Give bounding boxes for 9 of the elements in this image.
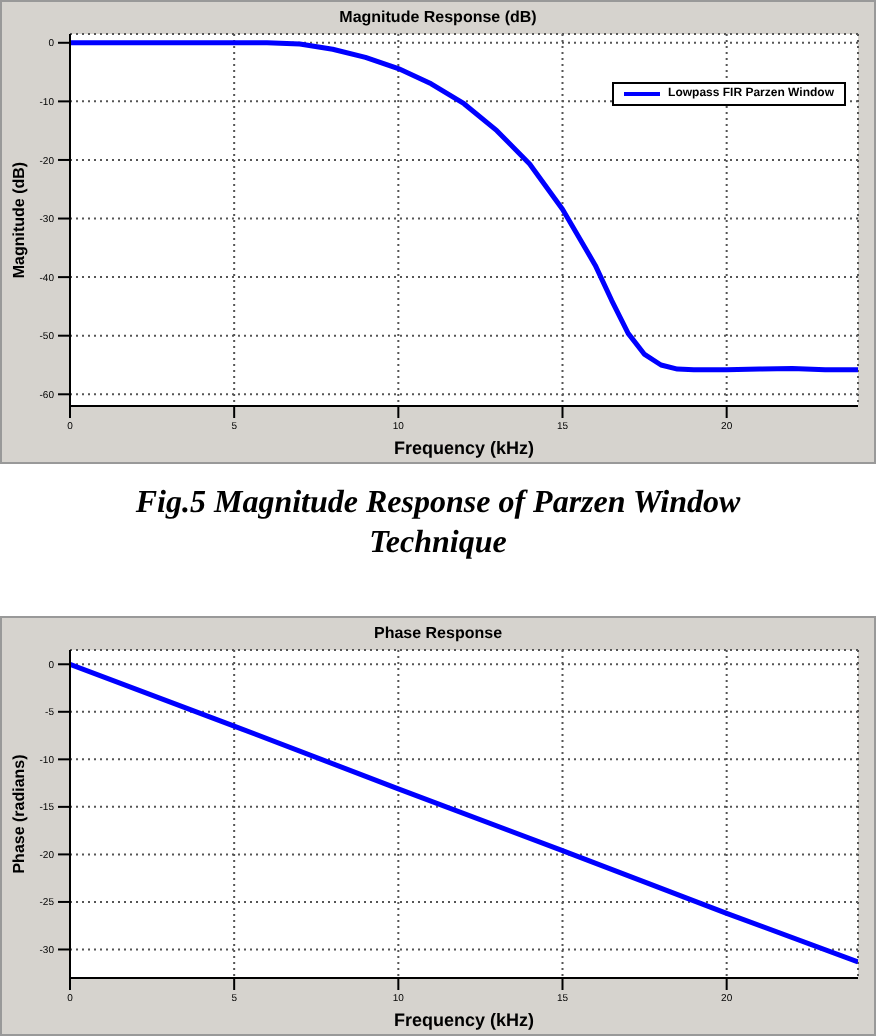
line-series bbox=[70, 661, 858, 965]
y-axis-title: Phase (radians) bbox=[9, 753, 28, 874]
y-axis-title: Magnitude (dB) bbox=[9, 161, 28, 279]
x-axis-title: Frequency (kHz) bbox=[393, 438, 535, 458]
x-axis-title: Frequency (kHz) bbox=[393, 1010, 535, 1030]
caption: Fig.5 Magnitude Response of Parzen Window Technique bbox=[133, 484, 743, 564]
line-series bbox=[70, 40, 858, 373]
chart-title: Phase Response bbox=[371, 622, 505, 642]
chart-title: Magnitude Response (dB) bbox=[337, 6, 539, 26]
